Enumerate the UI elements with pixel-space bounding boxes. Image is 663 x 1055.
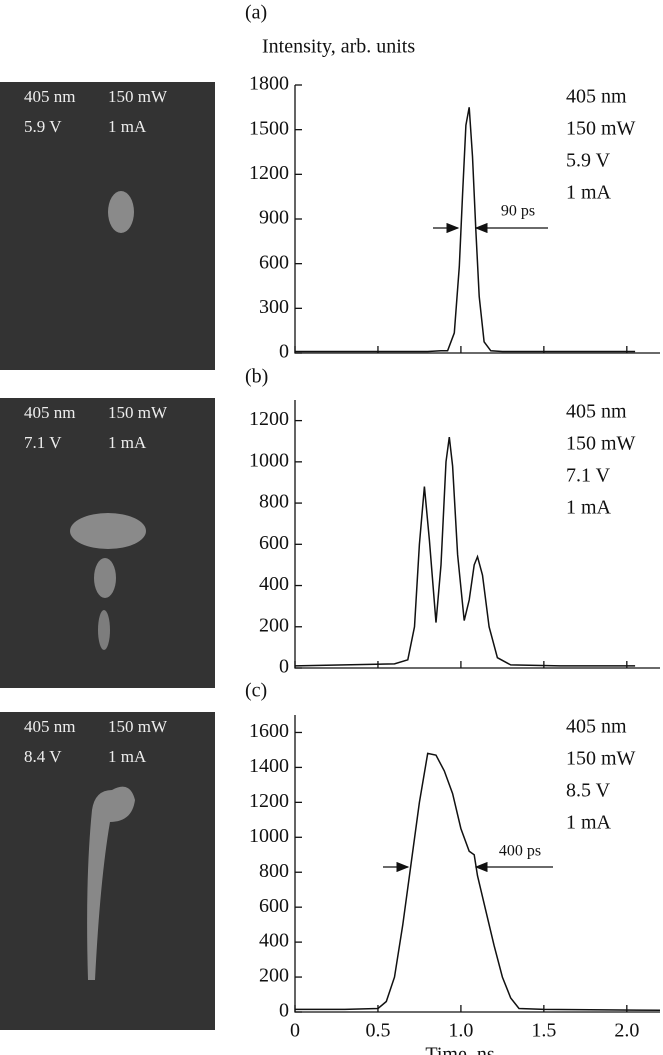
- y-tick-label: 200: [259, 965, 289, 987]
- image-label: 405 nm: [24, 87, 75, 106]
- image-label: 150 mW: [108, 403, 168, 422]
- image-c: [0, 712, 215, 1030]
- y-tick-label: 400: [259, 573, 289, 595]
- spot: [87, 786, 135, 980]
- y-tick-label: 0: [279, 656, 289, 678]
- x-tick-label: 1.5: [531, 1020, 556, 1042]
- x-axis-label: Time, ns: [425, 1044, 495, 1055]
- image-label: 5.9 V: [24, 117, 62, 136]
- x-tick-label: 1.0: [448, 1020, 473, 1042]
- image-label: 1 mA: [108, 117, 147, 136]
- y-tick-label: 400: [259, 930, 289, 952]
- image-label: 405 nm: [24, 717, 75, 736]
- y-tick-label: 600: [259, 532, 289, 554]
- annotation: 7.1 V: [566, 465, 611, 487]
- annotation: 1 mA: [566, 497, 612, 519]
- width-arrows: [383, 222, 553, 873]
- y-tick-label: 1800: [249, 73, 289, 95]
- annotation: 150 mW: [566, 118, 636, 140]
- annotation: 8.5 V: [566, 780, 611, 802]
- image-a: [0, 82, 215, 370]
- annotation: 405 nm: [566, 716, 627, 738]
- y-tick-label: 1000: [249, 449, 289, 471]
- x-tick-label: 2.0: [614, 1020, 639, 1042]
- y-tick-label: 1200: [249, 408, 289, 430]
- y-tick-label: 0: [279, 341, 289, 363]
- y-tick-label: 0: [279, 1000, 289, 1022]
- camera-images: [0, 82, 215, 1030]
- y-axis-label: Intensity, arb. units: [262, 36, 415, 58]
- y-tick-label: 800: [259, 860, 289, 882]
- width-label: 90 ps: [501, 203, 535, 220]
- panel-label: (c): [245, 680, 267, 702]
- panel-label: (b): [245, 366, 268, 388]
- y-tick-label: 200: [259, 614, 289, 636]
- y-tick-label: 600: [259, 895, 289, 917]
- y-tick-label: 300: [259, 296, 289, 318]
- annotation: 5.9 V: [566, 150, 611, 172]
- annotation: 1 mA: [566, 812, 612, 834]
- image-label: 1 mA: [108, 747, 147, 766]
- y-tick-label: 900: [259, 207, 289, 229]
- image-label: 150 mW: [108, 87, 168, 106]
- intensity-line: [294, 437, 636, 667]
- y-tick-label: 1600: [249, 720, 289, 742]
- annotation: 1 mA: [566, 182, 612, 204]
- intensity-line: [295, 752, 661, 1012]
- annotation: 150 mW: [566, 748, 636, 770]
- width-label: 400 ps: [499, 843, 541, 860]
- intensity-line: [295, 107, 636, 353]
- y-tick-label: 800: [259, 491, 289, 513]
- y-tick-label: 600: [259, 251, 289, 273]
- y-tick-label: 1200: [249, 162, 289, 184]
- annotation: 405 nm: [566, 401, 627, 423]
- image-label: 7.1 V: [24, 433, 62, 452]
- spot: [70, 513, 146, 549]
- y-tick-label: 1500: [249, 117, 289, 139]
- panel-label: (a): [245, 2, 267, 24]
- annotation: 150 mW: [566, 433, 636, 455]
- image-label: 405 nm: [24, 403, 75, 422]
- image-label: 1 mA: [108, 433, 147, 452]
- image-label: 8.4 V: [24, 747, 62, 766]
- x-tick-label: 0.5: [365, 1020, 390, 1042]
- y-tick-label: 1200: [249, 790, 289, 812]
- spot: [98, 610, 110, 650]
- annotation: 405 nm: [566, 86, 627, 108]
- x-tick-label: 0: [290, 1020, 300, 1042]
- image-label: 150 mW: [108, 717, 168, 736]
- y-tick-label: 1000: [249, 825, 289, 847]
- spot: [108, 191, 134, 233]
- y-tick-label: 1400: [249, 755, 289, 777]
- spot: [94, 558, 116, 598]
